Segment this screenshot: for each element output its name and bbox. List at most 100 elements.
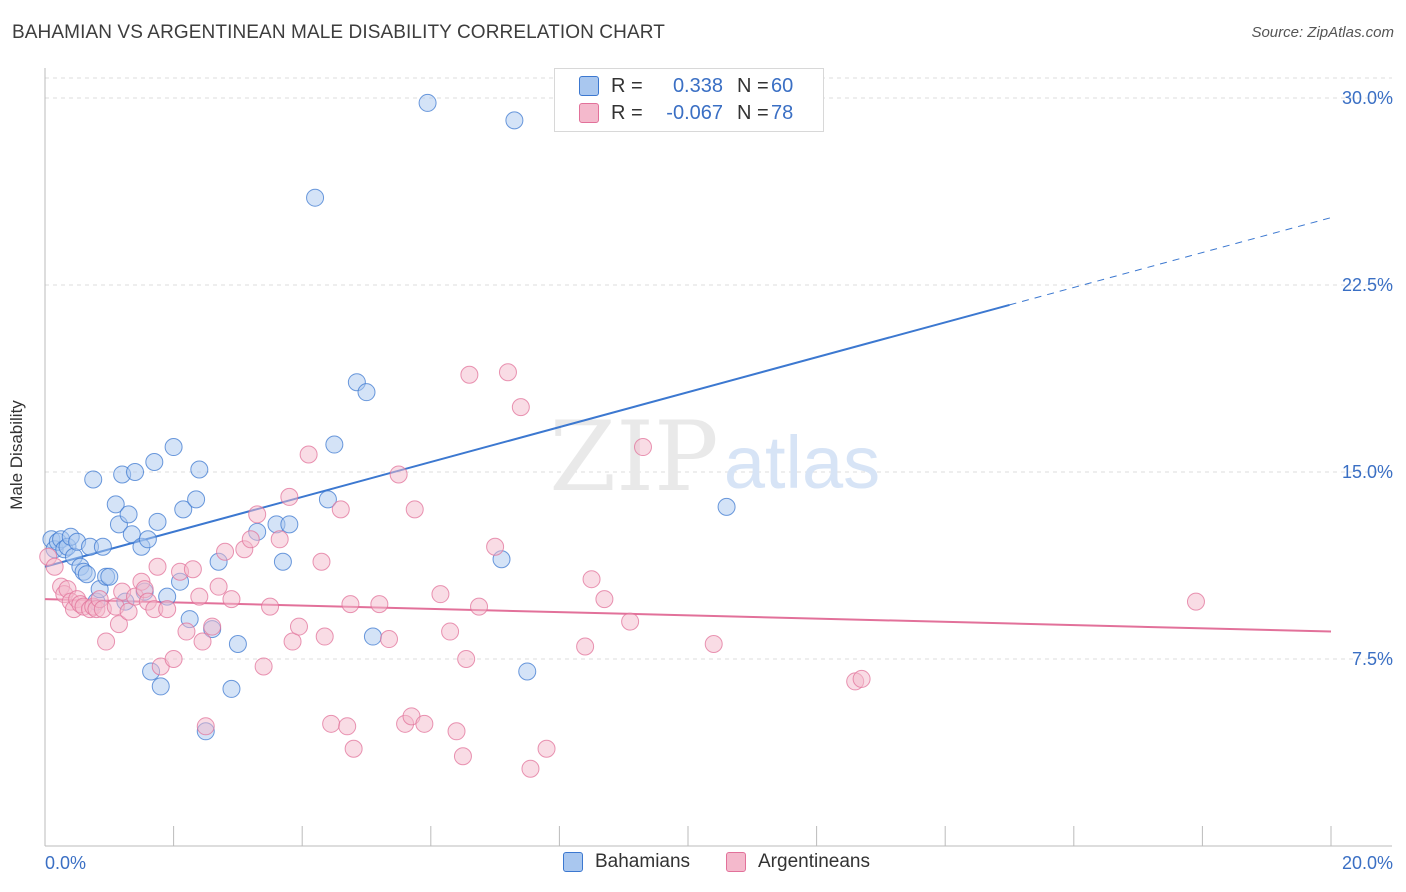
point-bahamians (126, 462, 145, 481)
axes (44, 68, 1392, 847)
point-argentineans (498, 363, 517, 382)
legend-swatch-blue (579, 76, 599, 96)
point-argentineans (470, 597, 489, 616)
point-argentineans (415, 714, 434, 733)
point-argentineans (164, 649, 183, 668)
point-argentineans (109, 615, 128, 634)
y-tick-label: 22.5% (1342, 275, 1393, 295)
point-argentineans (222, 590, 241, 609)
point-bahamians (222, 679, 241, 698)
x-tick-label: 0.0% (45, 853, 86, 873)
legend-label-bahamians: Bahamians (595, 851, 691, 872)
point-bahamians (174, 500, 193, 519)
legend-n-value-argentineans: 78 (771, 101, 794, 124)
legend-r-label: R = (611, 74, 643, 97)
point-argentineans (183, 560, 202, 579)
point-argentineans (511, 398, 530, 417)
point-bahamians (187, 490, 206, 509)
data-points (39, 93, 1205, 778)
legend-label-argentineans: Argentineans (758, 851, 870, 872)
point-argentineans (521, 759, 540, 778)
point-argentineans (460, 365, 479, 384)
point-argentineans (299, 445, 318, 464)
point-argentineans (338, 717, 357, 736)
legend-swatch-argentineans (726, 852, 746, 872)
point-argentineans (431, 585, 450, 604)
legend-item-argentineans[interactable]: Argentineans (726, 851, 870, 873)
point-argentineans (209, 577, 228, 596)
series-legend: Bahamians Argentineans (0, 851, 1406, 877)
chart-title: BAHAMIAN VS ARGENTINEAN MALE DISABILITY … (12, 22, 665, 43)
point-bahamians (119, 505, 138, 524)
legend-swatch-pink (579, 103, 599, 123)
legend-r-value-argentineans: -0.067 (666, 101, 723, 124)
legend-row-argentineans: R = -0.067 N = 78 (579, 100, 793, 126)
point-argentineans (344, 739, 363, 758)
point-argentineans (582, 570, 601, 589)
point-argentineans (261, 597, 280, 616)
trend-line-argentineans (44, 598, 1332, 633)
trend-lines (44, 217, 1332, 633)
point-bahamians (148, 512, 167, 531)
point-argentineans (315, 627, 334, 646)
watermark-zip: ZIP (549, 401, 718, 513)
legend-n-label: N = (737, 101, 769, 124)
point-bahamians (418, 93, 437, 112)
point-argentineans (370, 595, 389, 614)
y-tick-label: 7.5% (1352, 649, 1393, 669)
point-argentineans (148, 557, 167, 576)
point-argentineans (852, 669, 871, 688)
point-bahamians (122, 525, 141, 544)
point-bahamians (138, 530, 157, 549)
y-axis-label: Male Disability (7, 400, 26, 510)
y-tick-label: 15.0% (1342, 462, 1393, 482)
point-argentineans (203, 617, 222, 636)
legend-row-bahamians: R = 0.338 N = 60 (579, 73, 793, 99)
point-argentineans (97, 632, 116, 651)
point-bahamians (717, 497, 736, 516)
point-argentineans (633, 438, 652, 457)
x-tick-label: 20.0% (1342, 853, 1393, 873)
legend-n-label: N = (737, 74, 769, 97)
legend-swatch-bahamians (563, 852, 583, 872)
grid-lines (45, 77, 1392, 660)
tick-labels: 7.5% 15.0% 22.5% 30.0% 0.0% 20.0% (45, 88, 1393, 873)
point-argentineans (447, 722, 466, 741)
legend-item-bahamians[interactable]: Bahamians (563, 851, 690, 873)
point-argentineans (441, 622, 460, 641)
point-argentineans (216, 542, 235, 561)
watermark: ZIP atlas (549, 401, 880, 513)
point-argentineans (486, 537, 505, 556)
point-argentineans (177, 622, 196, 641)
point-bahamians (318, 490, 337, 509)
point-bahamians (100, 567, 119, 586)
point-argentineans (280, 487, 299, 506)
point-bahamians (518, 662, 537, 681)
point-argentineans (704, 635, 723, 654)
stats-legend: R = 0.338 N = 60 R = -0.067 N = 78 (554, 68, 824, 132)
point-argentineans (537, 739, 556, 758)
point-bahamians (228, 635, 247, 654)
point-argentineans (196, 717, 215, 736)
point-argentineans (119, 602, 138, 621)
point-bahamians (306, 188, 325, 207)
point-argentineans (283, 632, 302, 651)
point-argentineans (241, 530, 260, 549)
point-argentineans (312, 552, 331, 571)
point-bahamians (164, 438, 183, 457)
point-bahamians (145, 453, 164, 471)
trend-line-bahamians-extension (1009, 217, 1332, 306)
point-argentineans (621, 612, 640, 631)
trend-line-bahamians (44, 303, 1010, 568)
point-bahamians (190, 460, 209, 479)
point-argentineans (193, 632, 212, 651)
point-argentineans (1186, 592, 1205, 611)
point-bahamians (151, 677, 170, 696)
point-argentineans (270, 530, 289, 549)
legend-r-label: R = (611, 101, 643, 124)
point-bahamians (505, 111, 524, 130)
legend-n-value-bahamians: 60 (771, 74, 794, 97)
point-bahamians (325, 435, 344, 454)
point-argentineans (190, 587, 209, 606)
